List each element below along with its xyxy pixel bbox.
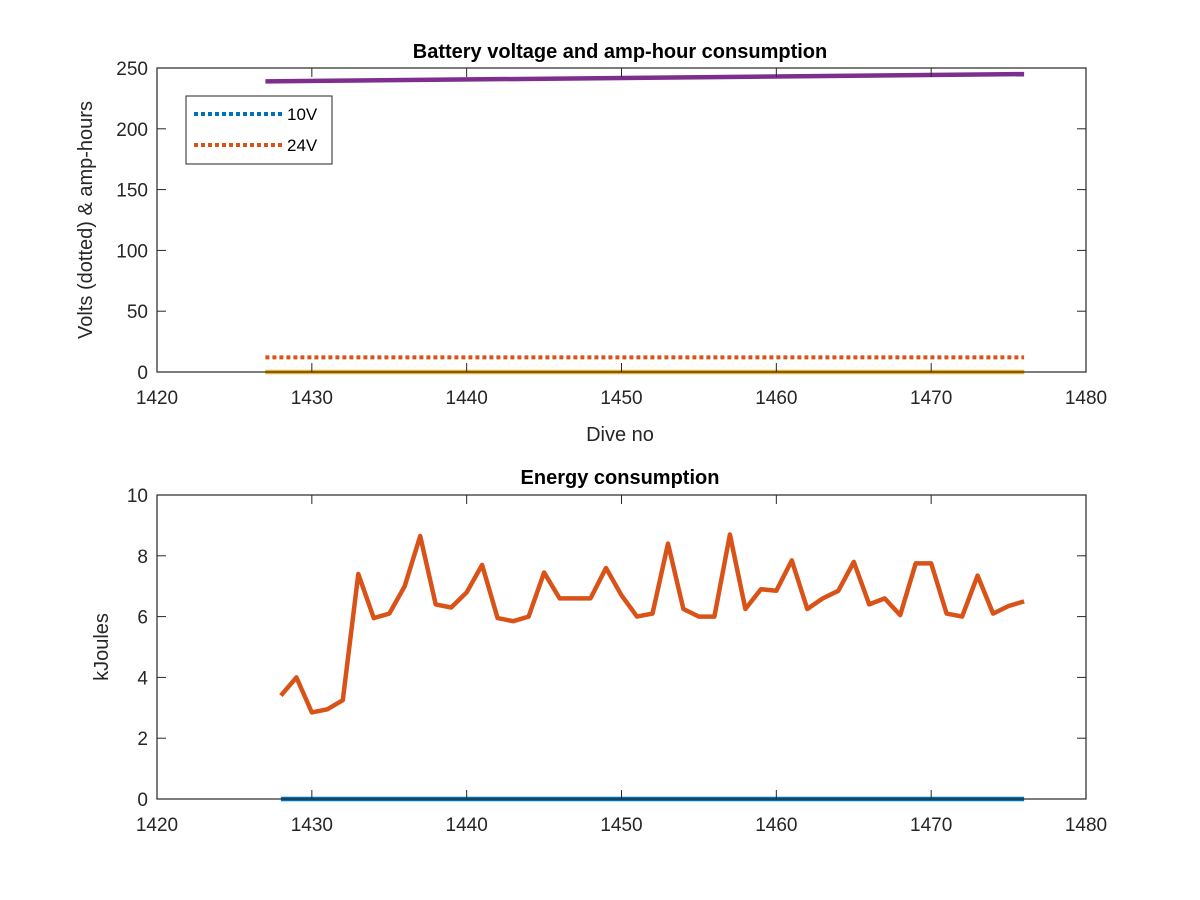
energy-x-tick-label-1420: 1420 — [136, 815, 178, 836]
energy-y-tick-label-2: 2 — [137, 729, 148, 750]
legend-label-24v: 24V — [287, 136, 318, 155]
energy-x-tick-label-1440: 1440 — [446, 815, 488, 836]
energy-x-tick-label-1450: 1450 — [600, 815, 642, 836]
voltage-y-tick-label-250: 250 — [116, 59, 148, 80]
voltage-legend: 10V 24V — [185, 95, 333, 165]
voltage-subplot: Battery voltage and amp-hour consumption… — [75, 41, 1107, 446]
voltage-y-tick-label-100: 100 — [116, 241, 148, 262]
energy-y-ticks: 0 2 4 6 8 10 — [127, 486, 1086, 811]
voltage-y-tick-label-0: 0 — [137, 363, 148, 384]
voltage-chart-title: Battery voltage and amp-hour consumption — [413, 41, 827, 63]
voltage-x-tick-label-1420: 1420 — [136, 388, 178, 409]
energy-y-tick-label-4: 4 — [137, 668, 148, 689]
voltage-x-tick-label-1470: 1470 — [910, 388, 952, 409]
legend-box — [185, 95, 333, 165]
voltage-x-axis-label: Dive no — [586, 424, 654, 446]
energy-line-series-2 — [279, 532, 1025, 715]
energy-x-tick-label-1460: 1460 — [755, 815, 797, 836]
voltage-y-axis-label: Volts (dotted) & amp-hours — [75, 101, 97, 339]
legend-label-10v: 10V — [287, 105, 318, 124]
energy-y-tick-label-6: 6 — [137, 608, 148, 629]
voltage-x-ticks: 1420 1430 1440 1450 1460 1470 1480 — [136, 68, 1107, 409]
voltage-y-tick-label-50: 50 — [127, 302, 148, 323]
energy-y-tick-label-10: 10 — [127, 486, 148, 507]
energy-y-axis-label: kJoules — [91, 613, 113, 681]
voltage-x-tick-label-1480: 1480 — [1065, 388, 1107, 409]
voltage-x-tick-label-1430: 1430 — [291, 388, 333, 409]
voltage-y-tick-label-200: 200 — [116, 120, 148, 141]
voltage-x-tick-label-1460: 1460 — [755, 388, 797, 409]
energy-y-tick-label-0: 0 — [137, 790, 148, 811]
voltage-x-tick-label-1450: 1450 — [600, 388, 642, 409]
voltage-x-tick-label-1440: 1440 — [446, 388, 488, 409]
energy-x-tick-label-1480: 1480 — [1065, 815, 1107, 836]
voltage-line-series-4 — [265, 71, 1025, 84]
energy-y-tick-label-8: 8 — [137, 547, 148, 568]
energy-chart-title: Energy consumption — [521, 467, 720, 489]
energy-x-ticks: 1420 1430 1440 1450 1460 1470 1480 — [136, 495, 1107, 836]
voltage-y-tick-label-150: 150 — [116, 181, 148, 202]
energy-x-tick-label-1470: 1470 — [910, 815, 952, 836]
energy-subplot: Energy consumption 1420 1430 1440 1450 1460 1… — [91, 467, 1107, 836]
voltage-y-ticks: 0 50 100 150 200 250 — [116, 59, 1086, 384]
energy-x-tick-label-1430: 1430 — [291, 815, 333, 836]
